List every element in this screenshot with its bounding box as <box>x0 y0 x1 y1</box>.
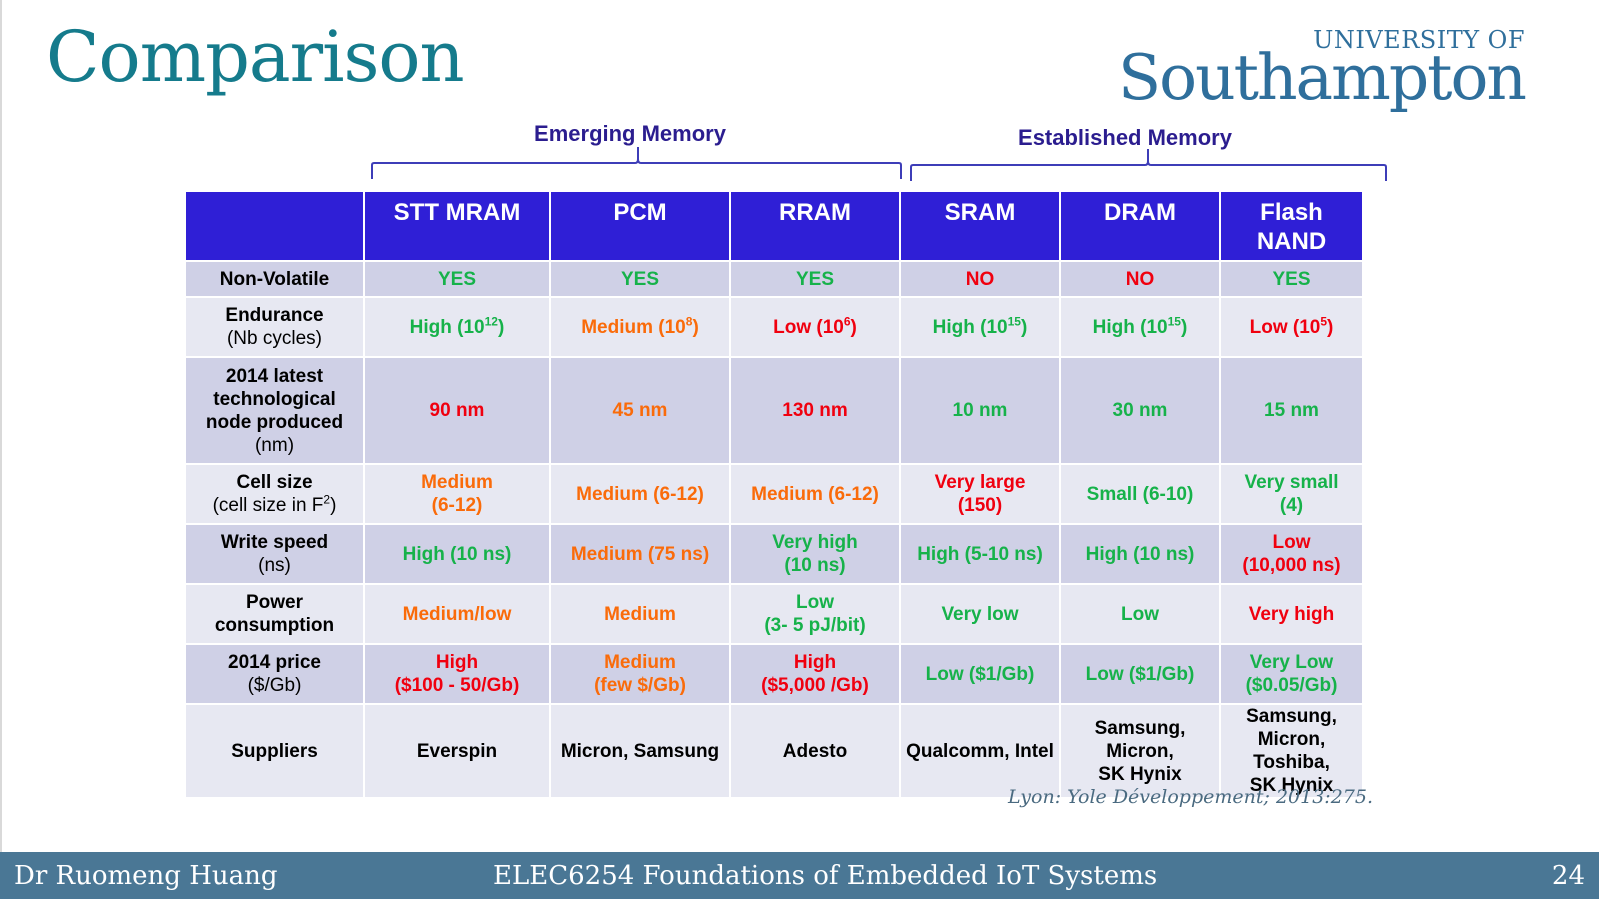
cell: 15 nm <box>1219 356 1364 465</box>
cell: Medium (few $/Gb) <box>549 643 731 705</box>
row-suppliers: Suppliers Everspin Micron, Samsung Adest… <box>184 703 1364 799</box>
cell: Very Low ($0.05/Gb) <box>1219 643 1364 705</box>
emerging-memory-bracket <box>371 147 902 179</box>
cell: 130 nm <box>729 356 901 465</box>
footer-author: Dr Ruomeng Huang <box>14 861 278 891</box>
row-label-main: Write speed <box>220 532 329 553</box>
cell: Adesto <box>729 703 901 799</box>
cell: High (5-10 ns) <box>899 523 1061 585</box>
row-cell-size: Cell size (cell size in F2) Medium (6-12) … <box>184 463 1364 525</box>
cell: YES <box>729 260 901 298</box>
cell: NO <box>1059 260 1221 298</box>
cell: Qualcomm, Intel <box>899 703 1061 799</box>
cell: High ($100 - 50/Gb) <box>363 643 551 705</box>
row-label-main: 2014 latest technological node produced <box>205 365 344 433</box>
cell: YES <box>1219 260 1364 298</box>
cell: Medium (6-12) <box>549 463 731 525</box>
cell: Samsung, Micron, SK Hynix <box>1059 703 1221 799</box>
cell: Medium (6-12) <box>363 463 551 525</box>
cell: Everspin <box>363 703 551 799</box>
emerging-memory-label: Emerging Memory <box>534 121 726 146</box>
row-label-sub: (ns) <box>258 555 291 576</box>
cell: Very low <box>899 583 1061 645</box>
cell: Low (10,000 ns) <box>1219 523 1364 585</box>
header-sram: SRAM <box>899 190 1061 262</box>
cell: Low ($1/Gb) <box>1059 643 1221 705</box>
row-label: 2014 price ($/Gb) <box>184 643 365 705</box>
row-label-main: Endurance <box>225 305 324 326</box>
cell: High (10 ns) <box>1059 523 1221 585</box>
cell: High (1012) <box>363 296 551 358</box>
row-label-main: 2014 price <box>228 652 321 673</box>
row-label: Write speed (ns) <box>184 523 365 585</box>
cell: Low (105) <box>1219 296 1364 358</box>
cell: Micron, Samsung <box>549 703 731 799</box>
row-label-sub: (nm) <box>254 434 295 456</box>
row-label-sub: (Nb cycles) <box>226 328 322 349</box>
row-write-speed: Write speed (ns) High (10 ns) Medium (75 … <box>184 523 1364 585</box>
row-power-consumption: Power consumption Medium/low Medium Low(… <box>184 583 1364 645</box>
slide-title: Comparison <box>46 16 465 98</box>
footer-course: ELEC6254 Foundations of Embedded IoT Sys… <box>493 861 1158 891</box>
cell: Samsung, Micron, Toshiba, SK Hynix <box>1219 703 1364 799</box>
row-technology-node: 2014 latest technological node produced(… <box>184 356 1364 465</box>
citation: Lyon: Yole Développement; 2013:275. <box>1008 786 1373 808</box>
cell: Medium (6-12) <box>729 463 901 525</box>
logo-southampton: Southampton <box>1117 41 1527 114</box>
left-edge-rule <box>0 0 2 860</box>
row-non-volatile: Non-Volatile YES YES YES NO NO YES <box>184 260 1364 298</box>
row-label: Endurance (Nb cycles) <box>184 296 365 358</box>
cell: Low <box>1059 583 1221 645</box>
header-rram: RRAM <box>729 190 901 262</box>
row-label-sub: (cell size in F2) <box>212 492 337 516</box>
cell: Very large (150) <box>899 463 1061 525</box>
cell: YES <box>363 260 551 298</box>
cell: High (1015) <box>1059 296 1221 358</box>
cell: Small (6-10) <box>1059 463 1221 525</box>
cell: Very high <box>1219 583 1364 645</box>
cell: Medium (75 ns) <box>549 523 731 585</box>
cell: YES <box>549 260 731 298</box>
cell: Medium <box>549 583 731 645</box>
logo-university-of: UNIVERSITY OF <box>1313 26 1525 54</box>
cell: Low (106) <box>729 296 901 358</box>
row-price: 2014 price ($/Gb) High ($100 - 50/Gb) Medi… <box>184 643 1364 705</box>
header-stt-mram: STT MRAM <box>363 190 551 262</box>
cell: Very high (10 ns) <box>729 523 901 585</box>
header-pcm: PCM <box>549 190 731 262</box>
row-label: Power consumption <box>184 583 365 645</box>
cell: Very small (4) <box>1219 463 1364 525</box>
university-logo: UNIVERSITY OF Southampton <box>1118 24 1560 114</box>
cell: 10 nm <box>899 356 1061 465</box>
cell: High ($5,000 /Gb) <box>729 643 901 705</box>
row-label: Cell size (cell size in F2) <box>184 463 365 525</box>
cell: Medium (108) <box>549 296 731 358</box>
cell: High (10 ns) <box>363 523 551 585</box>
row-label-sub: ($/Gb) <box>247 675 302 696</box>
cell: Low (3- 5 pJ/bit) <box>729 583 901 645</box>
cell: Low ($1/Gb) <box>899 643 1061 705</box>
cell: NO <box>899 260 1061 298</box>
header-empty <box>184 190 365 262</box>
memory-comparison-table: STT MRAM PCM RRAM SRAM DRAM Flash NAND N… <box>184 190 1364 799</box>
footer-bar: Dr Ruomeng Huang ELEC6254 Foundations of… <box>0 852 1599 899</box>
row-label: Suppliers <box>184 703 365 799</box>
header-dram: DRAM <box>1059 190 1221 262</box>
cell: 90 nm <box>363 356 551 465</box>
cell: High (1015) <box>899 296 1061 358</box>
row-label-main: Cell size <box>236 472 313 493</box>
cell: Medium/low <box>363 583 551 645</box>
table-header-row: STT MRAM PCM RRAM SRAM DRAM Flash NAND <box>184 190 1364 262</box>
footer-page-number: 24 <box>1551 861 1585 891</box>
cell: 30 nm <box>1059 356 1221 465</box>
established-memory-label: Established Memory <box>1018 125 1232 150</box>
header-flash-nand: Flash NAND <box>1219 190 1364 262</box>
established-memory-bracket <box>910 149 1387 181</box>
row-label: Non-Volatile <box>184 260 365 298</box>
row-endurance: Endurance (Nb cycles) High (1012) Medium … <box>184 296 1364 358</box>
cell: 45 nm <box>549 356 731 465</box>
row-label: 2014 latest technological node produced(… <box>184 356 365 465</box>
